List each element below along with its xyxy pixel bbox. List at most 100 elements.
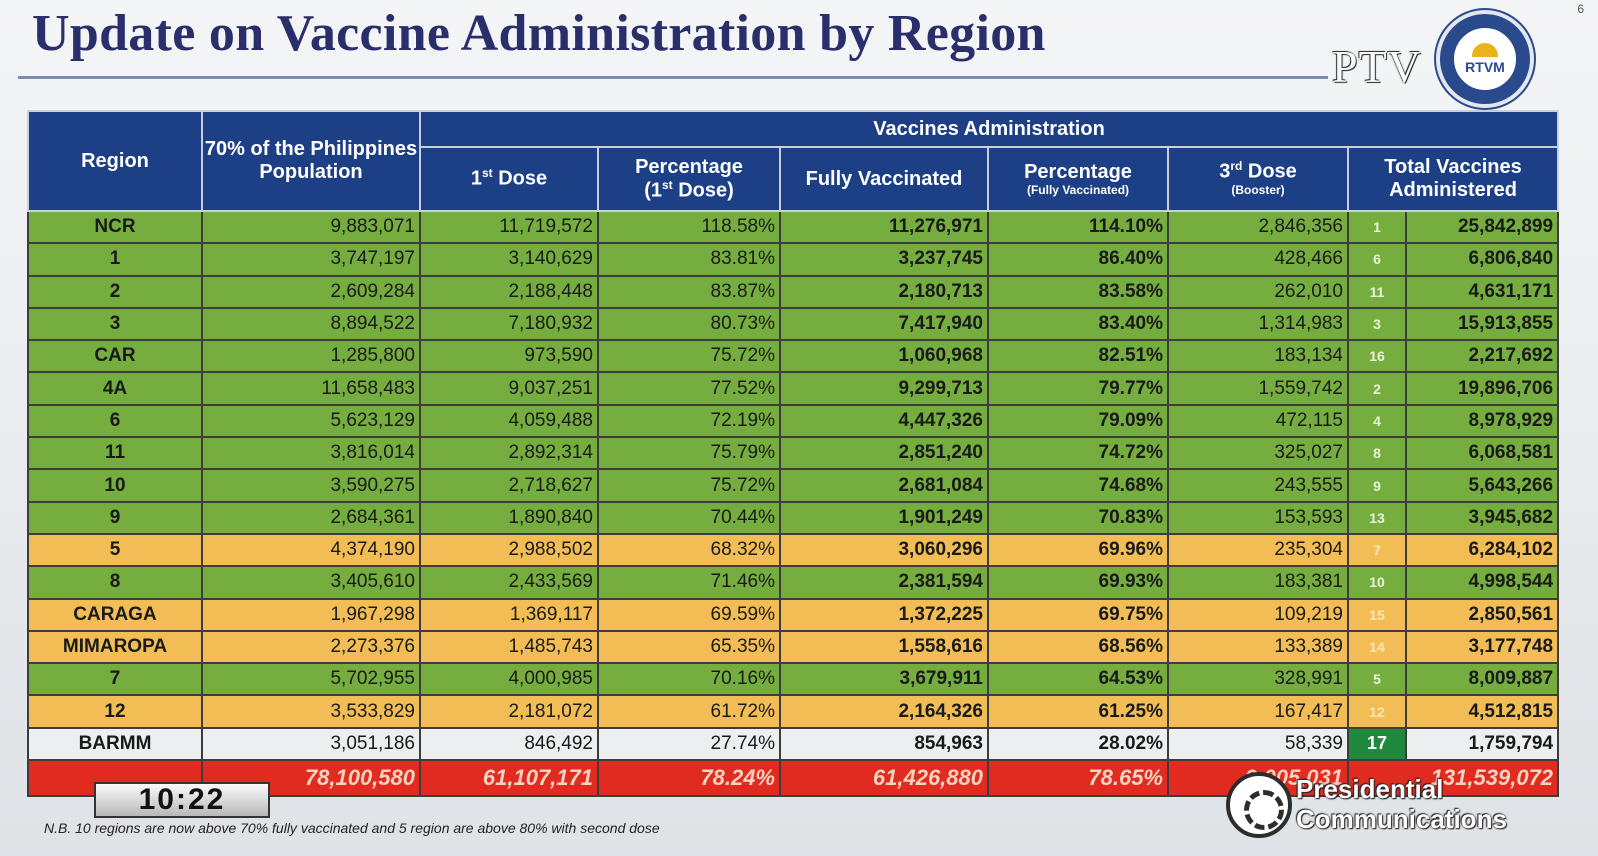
- table-row: BARMM 3,051,186 846,492 27.74% 854,963 2…: [27, 726, 1560, 762]
- cell-region: 11: [27, 436, 203, 471]
- header-fully-vaccinated: Fully Vaccinated: [779, 146, 989, 212]
- cell-region: MIMAROPA: [27, 629, 203, 665]
- presidential-communications-logo: Presidential Communications: [1296, 774, 1507, 834]
- cell-pct-dose1: 69.59%: [597, 597, 781, 632]
- cell-dose3: 1,559,742: [1167, 371, 1349, 406]
- cell-region: 4A: [27, 371, 203, 406]
- total-pct-dose1: 78.24%: [597, 759, 781, 798]
- cell-pct-fully: 68.56%: [987, 629, 1169, 665]
- header-population: 70% of the Philippines Population: [201, 110, 421, 212]
- cell-population: 4,374,190: [201, 532, 421, 568]
- cell-population: 3,533,829: [201, 694, 421, 729]
- total-administered: 131,539,072: [1346, 759, 1560, 798]
- cell-region: 3: [27, 306, 203, 342]
- cell-dose1: 2,188,448: [419, 274, 599, 309]
- cell-population: 2,684,361: [201, 500, 421, 535]
- cell-fully: 9,299,713: [779, 371, 989, 406]
- cell-dose3: 109,219: [1167, 597, 1349, 632]
- cell-dose3: 183,381: [1167, 565, 1349, 600]
- cell-total: 5,643,266: [1404, 468, 1560, 503]
- cell-pct-dose1: 118.58%: [597, 209, 781, 245]
- cell-dose1: 11,719,572: [419, 209, 599, 245]
- cell-fully: 3,237,745: [779, 242, 989, 277]
- brand-line-2: Communications: [1296, 804, 1507, 834]
- cell-region: 12: [27, 694, 203, 729]
- presidential-seal-icon: [1226, 772, 1292, 838]
- cell-pct-dose1: 71.46%: [597, 565, 781, 600]
- cell-dose1: 9,037,251: [419, 371, 599, 406]
- cell-dose3: 167,417: [1167, 694, 1349, 729]
- cell-region: 5: [27, 532, 203, 568]
- cell-rank: 14: [1347, 629, 1407, 665]
- cell-dose3: 58,339: [1167, 726, 1349, 762]
- cell-pct-dose1: 75.79%: [597, 436, 781, 471]
- table-row: 10 3,590,275 2,718,627 75.72% 2,681,084 …: [27, 468, 1560, 503]
- table-row: 7 5,702,955 4,000,985 70.16% 3,679,911 6…: [27, 662, 1560, 697]
- table-row: 6 5,623,129 4,059,488 72.19% 4,447,326 7…: [27, 403, 1560, 439]
- cell-fully: 1,060,968: [779, 339, 989, 374]
- cell-total: 4,631,171: [1404, 274, 1560, 309]
- cell-dose1: 973,590: [419, 339, 599, 374]
- cell-rank: 12: [1347, 694, 1407, 729]
- cell-rank: 8: [1347, 436, 1407, 471]
- title-divider: [18, 76, 1328, 79]
- header-dose1: 1st Dose: [419, 146, 599, 212]
- cell-rank: 13: [1347, 500, 1407, 535]
- cell-rank: 4: [1347, 403, 1407, 439]
- cell-pct-fully: 79.77%: [987, 371, 1169, 406]
- header-region: Region: [27, 110, 203, 212]
- cell-total: 2,217,692: [1404, 339, 1560, 374]
- cell-total: 15,913,855: [1404, 306, 1560, 342]
- cell-total: 8,009,887: [1404, 662, 1560, 697]
- cell-rank: 10: [1347, 565, 1407, 600]
- cell-fully: 3,060,296: [779, 532, 989, 568]
- cell-dose3: 243,555: [1167, 468, 1349, 503]
- cell-population: 3,051,186: [201, 726, 421, 762]
- page-number: 6: [1577, 2, 1584, 16]
- cell-total: 6,068,581: [1404, 436, 1560, 471]
- table-row: 2 2,609,284 2,188,448 83.87% 2,180,713 8…: [27, 274, 1560, 309]
- cell-fully: 4,447,326: [779, 403, 989, 439]
- cell-pct-fully: 69.93%: [987, 565, 1169, 600]
- sun-icon: [1472, 43, 1498, 57]
- cell-pct-fully: 82.51%: [987, 339, 1169, 374]
- cell-population: 1,967,298: [201, 597, 421, 632]
- total-dose1: 61,107,171: [419, 759, 599, 798]
- table-row: CARAGA 1,967,298 1,369,117 69.59% 1,372,…: [27, 597, 1560, 632]
- table-row: 1 3,747,197 3,140,629 83.81% 3,237,745 8…: [27, 242, 1560, 277]
- total-fully: 61,426,880: [779, 759, 989, 798]
- cell-pct-dose1: 75.72%: [597, 339, 781, 374]
- cell-pct-dose1: 27.74%: [597, 726, 781, 762]
- cell-total: 19,896,706: [1404, 371, 1560, 406]
- cell-total: 2,850,561: [1404, 597, 1560, 632]
- table-row: 3 8,894,522 7,180,932 80.73% 7,417,940 8…: [27, 306, 1560, 342]
- cell-pct-dose1: 77.52%: [597, 371, 781, 406]
- cell-pct-dose1: 68.32%: [597, 532, 781, 568]
- cell-population: 5,623,129: [201, 403, 421, 439]
- cell-total: 1,759,794: [1404, 726, 1560, 762]
- table-row: MIMAROPA 2,273,376 1,485,743 65.35% 1,55…: [27, 629, 1560, 665]
- cell-total: 3,177,748: [1404, 629, 1560, 665]
- table-row: 4A 11,658,483 9,037,251 77.52% 9,299,713…: [27, 371, 1560, 406]
- footnote: N.B. 10 regions are now above 70% fully …: [44, 820, 660, 836]
- cell-pct-fully: 70.83%: [987, 500, 1169, 535]
- cell-fully: 2,681,084: [779, 468, 989, 503]
- cell-region: CAR: [27, 339, 203, 374]
- cell-dose3: 328,991: [1167, 662, 1349, 697]
- cell-fully: 1,372,225: [779, 597, 989, 632]
- header-pct-dose1: Percentage (1st Dose): [597, 146, 781, 212]
- cell-total: 4,998,544: [1404, 565, 1560, 600]
- cell-population: 3,816,014: [201, 436, 421, 471]
- slide-title: Update on Vaccine Administration by Regi…: [32, 5, 1046, 62]
- broadcast-clock: 10:22: [94, 782, 270, 818]
- cell-rank: 3: [1347, 306, 1407, 342]
- brand-line-1: Presidential: [1296, 774, 1444, 804]
- cell-region: NCR: [27, 209, 203, 245]
- table-row: NCR 9,883,071 11,719,572 118.58% 11,276,…: [27, 209, 1560, 245]
- cell-dose3: 428,466: [1167, 242, 1349, 277]
- cell-pct-dose1: 70.44%: [597, 500, 781, 535]
- cell-pct-fully: 114.10%: [987, 209, 1169, 245]
- cell-pct-dose1: 83.87%: [597, 274, 781, 309]
- cell-dose1: 4,059,488: [419, 403, 599, 439]
- cell-dose1: 2,718,627: [419, 468, 599, 503]
